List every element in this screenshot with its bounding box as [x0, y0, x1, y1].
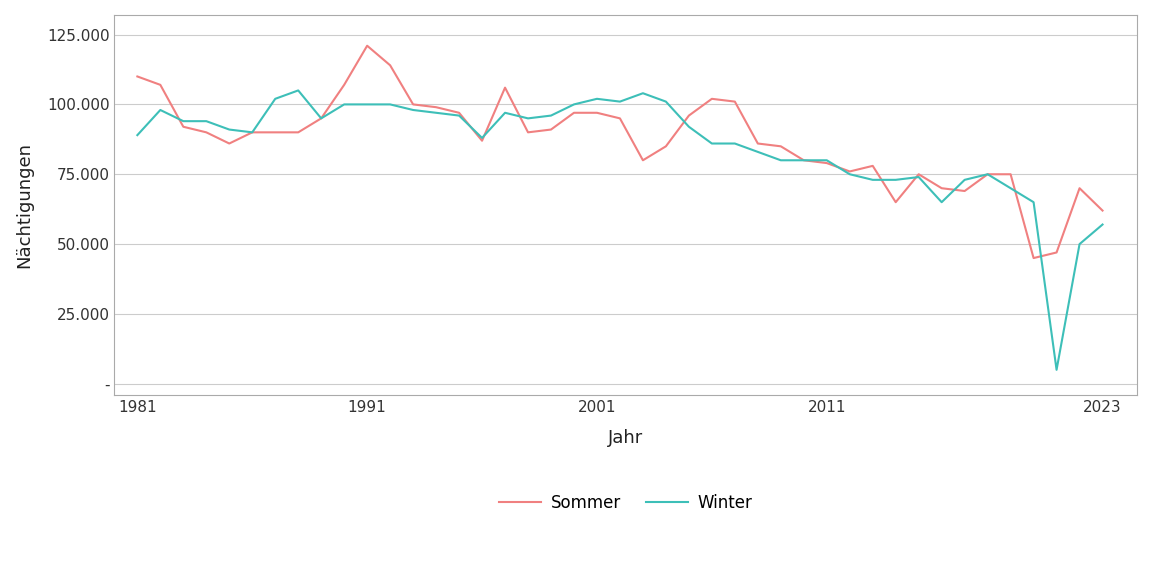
Winter [751, 149, 765, 156]
Sommer [199, 129, 213, 136]
Sommer [176, 123, 190, 130]
Sommer [751, 140, 765, 147]
Y-axis label: Nächtigungen: Nächtigungen [15, 142, 33, 268]
Winter [268, 96, 282, 103]
Winter [245, 129, 259, 136]
Sommer [911, 171, 925, 178]
Sommer [705, 96, 719, 103]
Winter [153, 107, 167, 113]
Sommer [774, 143, 788, 150]
Winter [1096, 221, 1109, 228]
Sommer [567, 109, 581, 116]
Winter [291, 87, 305, 94]
Winter [613, 98, 627, 105]
Sommer [980, 171, 994, 178]
Winter [407, 107, 420, 113]
Sommer [521, 129, 535, 136]
Winter [176, 118, 190, 124]
Sommer [544, 126, 558, 133]
Sommer [843, 168, 857, 175]
Sommer [820, 160, 834, 166]
Winter [889, 176, 903, 183]
Winter [384, 101, 397, 108]
Winter [659, 98, 673, 105]
Winter [843, 171, 857, 178]
Sommer [498, 84, 511, 91]
Winter [705, 140, 719, 147]
Winter [1073, 241, 1086, 248]
Sommer [957, 188, 971, 195]
Winter [957, 176, 971, 183]
Sommer [291, 129, 305, 136]
Winter [1003, 185, 1017, 192]
Sommer [475, 137, 488, 144]
Winter [866, 176, 880, 183]
Legend: Sommer, Winter: Sommer, Winter [492, 487, 759, 518]
Winter [521, 115, 535, 122]
Sommer [384, 62, 397, 69]
X-axis label: Jahr: Jahr [608, 429, 643, 447]
Sommer [268, 129, 282, 136]
Winter [130, 132, 144, 139]
Sommer [1026, 255, 1040, 262]
Winter [820, 157, 834, 164]
Sommer [934, 185, 948, 192]
Sommer [222, 140, 236, 147]
Winter [498, 109, 511, 116]
Sommer [453, 109, 467, 116]
Sommer [153, 81, 167, 88]
Sommer [590, 109, 604, 116]
Sommer [314, 115, 328, 122]
Sommer [613, 115, 627, 122]
Sommer [866, 162, 880, 169]
Sommer [1003, 171, 1017, 178]
Winter [338, 101, 351, 108]
Winter [1049, 366, 1063, 373]
Winter [911, 173, 925, 180]
Sommer [1096, 207, 1109, 214]
Winter [544, 112, 558, 119]
Winter [314, 115, 328, 122]
Sommer [1049, 249, 1063, 256]
Sommer [407, 101, 420, 108]
Sommer [797, 157, 811, 164]
Winter [453, 112, 467, 119]
Winter [797, 157, 811, 164]
Winter [475, 134, 488, 141]
Winter [728, 140, 742, 147]
Sommer [245, 129, 259, 136]
Winter [934, 199, 948, 206]
Sommer [728, 98, 742, 105]
Sommer [889, 199, 903, 206]
Line: Sommer: Sommer [137, 46, 1102, 258]
Winter [774, 157, 788, 164]
Line: Winter: Winter [137, 90, 1102, 370]
Winter [980, 171, 994, 178]
Sommer [338, 81, 351, 88]
Sommer [659, 143, 673, 150]
Winter [222, 126, 236, 133]
Sommer [430, 104, 444, 111]
Winter [1026, 199, 1040, 206]
Winter [361, 101, 374, 108]
Sommer [130, 73, 144, 80]
Winter [636, 90, 650, 97]
Winter [199, 118, 213, 124]
Winter [567, 101, 581, 108]
Winter [682, 123, 696, 130]
Winter [590, 96, 604, 103]
Sommer [682, 112, 696, 119]
Sommer [636, 157, 650, 164]
Sommer [1073, 185, 1086, 192]
Winter [430, 109, 444, 116]
Sommer [361, 42, 374, 49]
